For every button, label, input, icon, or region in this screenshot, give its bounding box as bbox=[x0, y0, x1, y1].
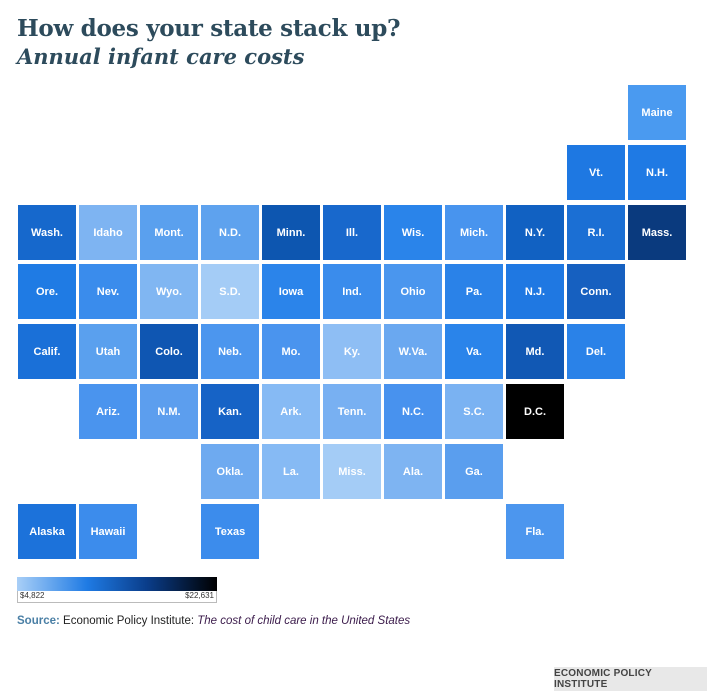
state-tile-n-c[interactable]: N.C. bbox=[384, 384, 442, 439]
legend-min-label: $4,822 bbox=[20, 591, 45, 600]
state-tile-miss[interactable]: Miss. bbox=[323, 444, 381, 499]
state-tile-tenn[interactable]: Tenn. bbox=[323, 384, 381, 439]
state-tile-minn[interactable]: Minn. bbox=[262, 205, 320, 260]
state-tile-ore[interactable]: Ore. bbox=[18, 264, 76, 319]
state-tile-ill[interactable]: Ill. bbox=[323, 205, 381, 260]
state-tile-n-d[interactable]: N.D. bbox=[201, 205, 259, 260]
state-tile-ohio[interactable]: Ohio bbox=[384, 264, 442, 319]
state-tile-wash[interactable]: Wash. bbox=[18, 205, 76, 260]
page-title: How does your state stack up? bbox=[17, 15, 401, 42]
state-tile-md[interactable]: Md. bbox=[506, 324, 564, 379]
state-tile-iowa[interactable]: Iowa bbox=[262, 264, 320, 319]
state-tile-colo[interactable]: Colo. bbox=[140, 324, 198, 379]
footer-badge: ECONOMIC POLICY INSTITUTE bbox=[554, 667, 707, 691]
state-tile-s-d[interactable]: S.D. bbox=[201, 264, 259, 319]
state-tile-n-h[interactable]: N.H. bbox=[628, 145, 686, 200]
state-tile-ind[interactable]: Ind. bbox=[323, 264, 381, 319]
state-tile-map: Maine Vt. N.H. Wash. Idaho Mont. N.D. Minn. Ill.… bbox=[18, 85, 686, 559]
state-tile-fla[interactable]: Fla. bbox=[506, 504, 564, 559]
state-tile-ala[interactable]: Ala. bbox=[384, 444, 442, 499]
state-tile-texas[interactable]: Texas bbox=[201, 504, 259, 559]
state-tile-pa[interactable]: Pa. bbox=[445, 264, 503, 319]
state-tile-s-c[interactable]: S.C. bbox=[445, 384, 503, 439]
state-tile-wyo[interactable]: Wyo. bbox=[140, 264, 198, 319]
color-legend: $4,822 $22,631 bbox=[17, 577, 217, 603]
legend-gradient-bar bbox=[17, 577, 217, 591]
state-tile-nev[interactable]: Nev. bbox=[79, 264, 137, 319]
state-tile-n-m[interactable]: N.M. bbox=[140, 384, 198, 439]
state-tile-r-i[interactable]: R.I. bbox=[567, 205, 625, 260]
state-tile-hawaii[interactable]: Hawaii bbox=[79, 504, 137, 559]
state-tile-conn[interactable]: Conn. bbox=[567, 264, 625, 319]
legend-labels: $4,822 $22,631 bbox=[17, 591, 217, 603]
state-tile-mo[interactable]: Mo. bbox=[262, 324, 320, 379]
state-tile-calif[interactable]: Calif. bbox=[18, 324, 76, 379]
state-tile-d-c[interactable]: D.C. bbox=[506, 384, 564, 439]
state-tile-la[interactable]: La. bbox=[262, 444, 320, 499]
state-tile-mass[interactable]: Mass. bbox=[628, 205, 686, 260]
state-tile-ky[interactable]: Ky. bbox=[323, 324, 381, 379]
source-title: The cost of child care in the United Sta… bbox=[197, 615, 411, 627]
state-tile-kan[interactable]: Kan. bbox=[201, 384, 259, 439]
state-tile-ga[interactable]: Ga. bbox=[445, 444, 503, 499]
page-subtitle: Annual infant care costs bbox=[17, 44, 305, 69]
state-tile-utah[interactable]: Utah bbox=[79, 324, 137, 379]
state-tile-wis[interactable]: Wis. bbox=[384, 205, 442, 260]
state-tile-mich[interactable]: Mich. bbox=[445, 205, 503, 260]
source-note: Source: Economic Policy Institute: The c… bbox=[17, 615, 410, 627]
state-tile-w-va[interactable]: W.Va. bbox=[384, 324, 442, 379]
state-tile-vt[interactable]: Vt. bbox=[567, 145, 625, 200]
state-tile-va[interactable]: Va. bbox=[445, 324, 503, 379]
state-tile-alaska[interactable]: Alaska bbox=[18, 504, 76, 559]
state-tile-neb[interactable]: Neb. bbox=[201, 324, 259, 379]
source-org: Economic Policy Institute: bbox=[63, 615, 195, 627]
state-tile-ark[interactable]: Ark. bbox=[262, 384, 320, 439]
legend-max-label: $22,631 bbox=[185, 591, 214, 600]
state-tile-ariz[interactable]: Ariz. bbox=[79, 384, 137, 439]
state-tile-n-j[interactable]: N.J. bbox=[506, 264, 564, 319]
state-tile-del[interactable]: Del. bbox=[567, 324, 625, 379]
state-tile-maine[interactable]: Maine bbox=[628, 85, 686, 140]
state-tile-n-y[interactable]: N.Y. bbox=[506, 205, 564, 260]
source-label: Source: bbox=[17, 615, 60, 627]
state-tile-okla[interactable]: Okla. bbox=[201, 444, 259, 499]
state-tile-mont[interactable]: Mont. bbox=[140, 205, 198, 260]
state-tile-idaho[interactable]: Idaho bbox=[79, 205, 137, 260]
